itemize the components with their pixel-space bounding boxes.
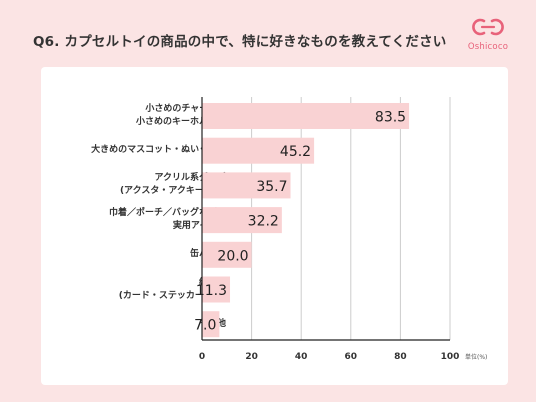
category-label-line: アクリル系グッズ <box>154 173 226 184</box>
category-label-line: 巾着／ポーチ／バッグなどの <box>108 208 226 219</box>
bar <box>202 172 291 199</box>
x-tick-label: 20 <box>245 352 258 362</box>
category-label: 巾着／ポーチ／バッグなどの実用アイテム <box>109 207 226 233</box>
unit-label: 単位(%) <box>465 354 488 361</box>
value-label: 45.2 <box>280 144 311 160</box>
value-label: 32.2 <box>248 214 279 230</box>
category-label-line: 実用アイテム <box>172 221 226 232</box>
bar <box>202 207 282 234</box>
bar <box>202 103 410 129</box>
category-label: アクリル系グッズ (アクスタ・アクキーなど) <box>120 172 226 198</box>
bar <box>202 311 220 338</box>
category-label: 大きめのマスコット・ぬいぐるみ <box>91 144 226 157</box>
category-label-line: 小さめのキーホルダー <box>135 117 226 127</box>
category-label-line: (カード・ステッカーなど) <box>118 290 226 301</box>
value-label: 35.7 <box>256 179 287 195</box>
bar <box>202 137 315 164</box>
x-tick-label: 40 <box>295 352 308 362</box>
oshicoco-logo-icon <box>472 18 504 36</box>
brand-logo: Oshicoco <box>457 15 519 57</box>
bar <box>202 241 252 268</box>
value-label: 20.0 <box>217 248 248 264</box>
category-label-line: 小さめのチャーム・ <box>145 104 226 114</box>
x-tick-label: 100 <box>441 352 460 362</box>
x-tick-label: 0 <box>199 352 205 362</box>
category-label: 小さめのチャーム・小さめのキーホルダー <box>136 103 226 129</box>
brand-name: Oshicoco <box>467 42 509 52</box>
chart-card: 小さめのチャーム・小さめのキーホルダー大きめのマスコット・ぬいぐるみアクリル系グ… <box>41 67 508 385</box>
bar <box>202 276 231 303</box>
value-label: 83.5 <box>375 110 406 126</box>
x-tick-label: 80 <box>394 352 407 362</box>
bar-chart: 83.5 45.2 35.7 32.2 20.0 11.3 7.0 0 20 40 60 80 100 <box>194 97 460 362</box>
chart-title: Q6. カプセルトイの商品の中で、特に好きなものを教えてください <box>33 34 447 50</box>
value-label: 7.0 <box>194 318 216 334</box>
x-tick-label: 60 <box>345 352 358 362</box>
category-label-line: (アクスタ・アクキーなど) <box>119 186 226 197</box>
category-label-line: 大きめのマスコット・ぬいぐるみ <box>91 145 226 156</box>
value-label: 11.3 <box>196 283 227 299</box>
